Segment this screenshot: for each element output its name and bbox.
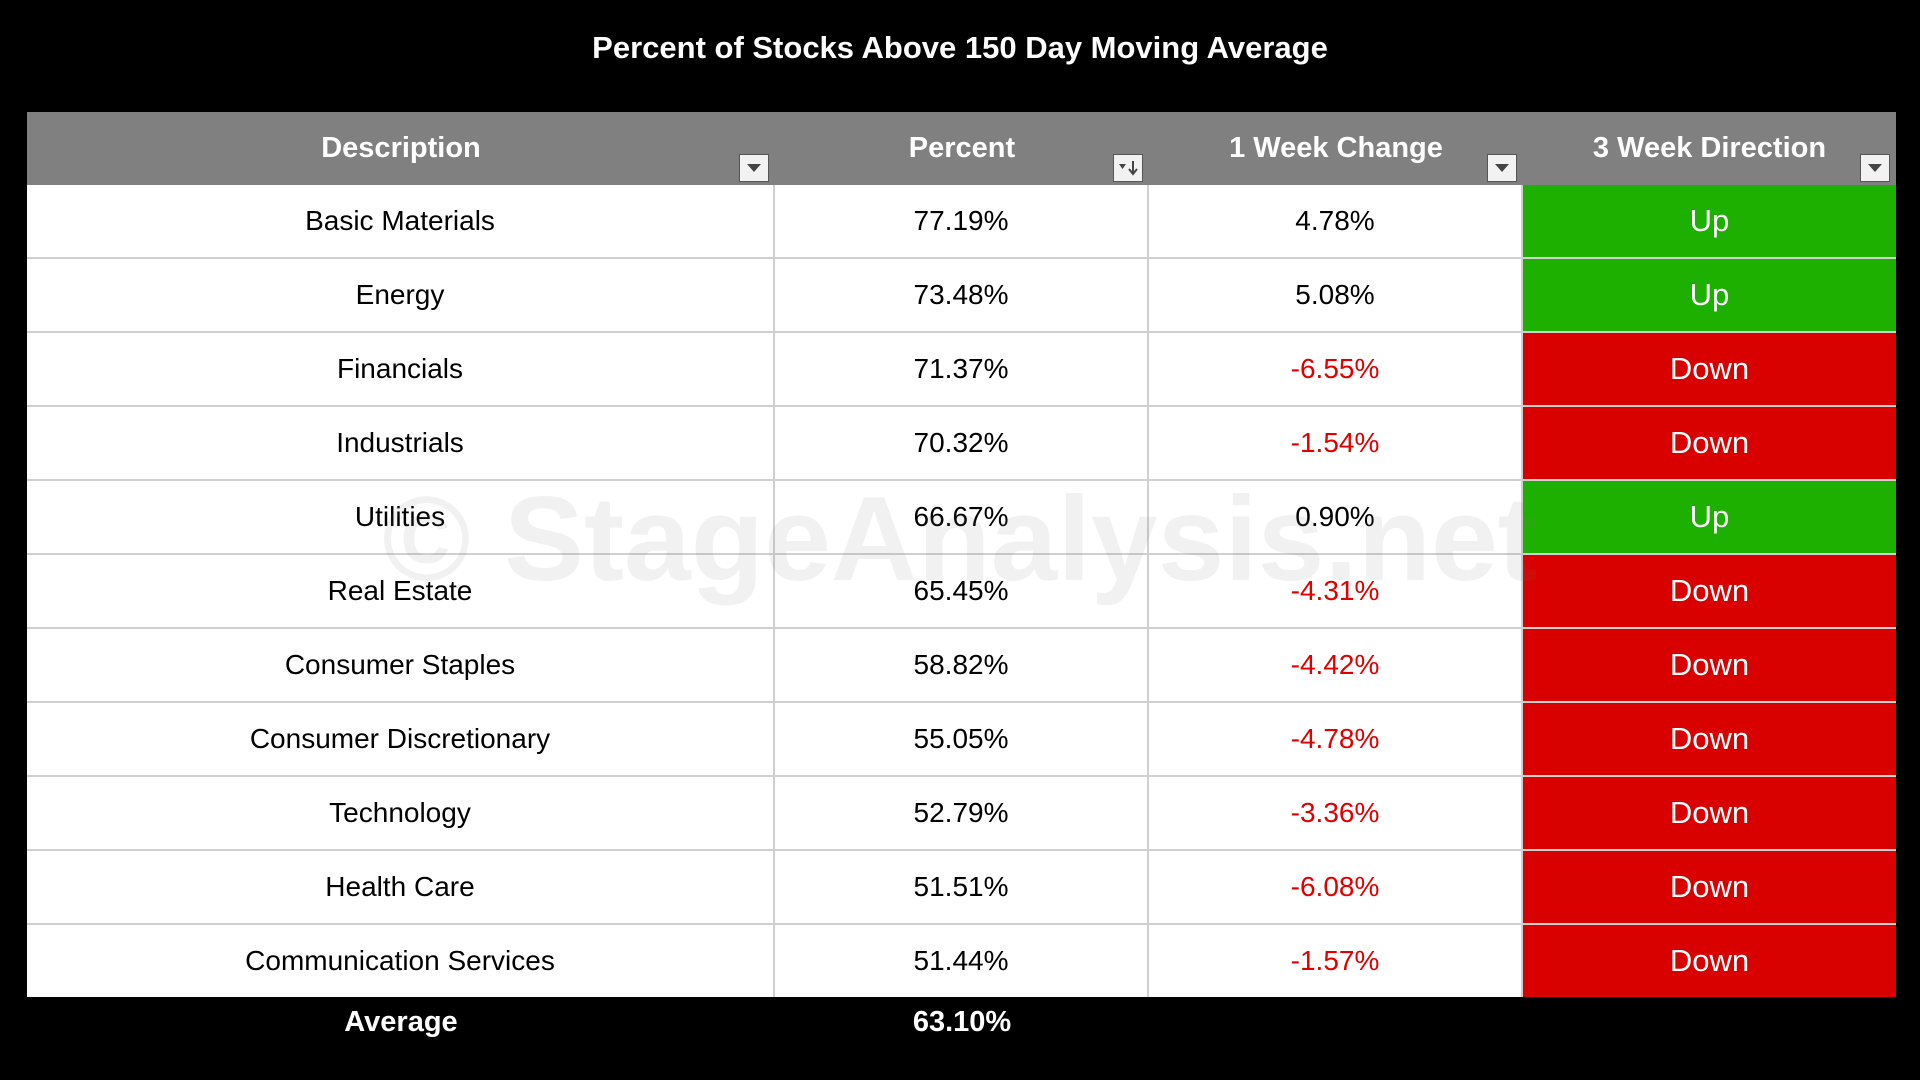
table-body: Basic Materials 77.19% 4.78% Up Energy 73.48%… <box>27 185 1896 997</box>
description-cell: Energy <box>27 259 775 331</box>
table-row: Real Estate 65.45% -4.31% Down <box>27 553 1896 627</box>
direction-cell: Down <box>1523 333 1896 405</box>
percent-cell: 77.19% <box>775 185 1149 257</box>
direction-cell: Down <box>1523 851 1896 923</box>
percent-cell: 51.44% <box>775 925 1149 997</box>
direction-cell: Down <box>1523 407 1896 479</box>
week-change-cell: -4.42% <box>1149 629 1523 701</box>
percent-cell: 71.37% <box>775 333 1149 405</box>
table-row: Technology 52.79% -3.36% Down <box>27 775 1896 849</box>
direction-cell: Down <box>1523 629 1896 701</box>
filter-dropdown-icon[interactable] <box>1860 154 1890 182</box>
direction-cell: Down <box>1523 555 1896 627</box>
description-cell: Utilities <box>27 481 775 553</box>
table-row: Basic Materials 77.19% 4.78% Up <box>27 185 1896 257</box>
header-direction-label: 3 Week Direction <box>1592 132 1827 164</box>
header-description: Description <box>27 112 775 185</box>
week-change-cell: -1.54% <box>1149 407 1523 479</box>
chart-title: Percent of Stocks Above 150 Day Moving A… <box>592 30 1328 65</box>
percent-cell: 52.79% <box>775 777 1149 849</box>
table-row: Industrials 70.32% -1.54% Down <box>27 405 1896 479</box>
table-header: Description Percent 1 Week Change 3 Week… <box>27 112 1896 185</box>
header-direction: 3 Week Direction <box>1523 112 1896 185</box>
table-row: Health Care 51.51% -6.08% Down <box>27 849 1896 923</box>
direction-cell: Up <box>1523 185 1896 257</box>
header-percent: Percent <box>775 112 1149 185</box>
filter-dropdown-icon[interactable] <box>739 154 769 182</box>
average-percent: 63.10% <box>912 1005 1012 1038</box>
week-change-cell: -6.55% <box>1149 333 1523 405</box>
description-cell: Health Care <box>27 851 775 923</box>
direction-cell: Up <box>1523 259 1896 331</box>
description-cell: Basic Materials <box>27 185 775 257</box>
description-cell: Real Estate <box>27 555 775 627</box>
description-cell: Communication Services <box>27 925 775 997</box>
description-cell: Financials <box>27 333 775 405</box>
table-row: Consumer Staples 58.82% -4.42% Down <box>27 627 1896 701</box>
data-table: Description Percent 1 Week Change 3 Week… <box>27 112 1896 997</box>
percent-cell: 70.32% <box>775 407 1149 479</box>
week-change-cell: -6.08% <box>1149 851 1523 923</box>
header-percent-label: Percent <box>908 132 1016 164</box>
description-cell: Industrials <box>27 407 775 479</box>
description-cell: Technology <box>27 777 775 849</box>
direction-cell: Down <box>1523 703 1896 775</box>
week-change-cell: -4.78% <box>1149 703 1523 775</box>
week-change-cell: 0.90% <box>1149 481 1523 553</box>
week-change-cell: -4.31% <box>1149 555 1523 627</box>
description-cell: Consumer Discretionary <box>27 703 775 775</box>
direction-cell: Down <box>1523 925 1896 997</box>
table-row: Utilities 66.67% 0.90% Up <box>27 479 1896 553</box>
percent-cell: 55.05% <box>775 703 1149 775</box>
table-row: Financials 71.37% -6.55% Down <box>27 331 1896 405</box>
direction-cell: Down <box>1523 777 1896 849</box>
average-label: Average <box>344 1005 458 1038</box>
week-change-cell: 5.08% <box>1149 259 1523 331</box>
header-week-change-label: 1 Week Change <box>1229 132 1443 164</box>
average-row: Average 63.10% <box>27 990 1896 1054</box>
percent-cell: 51.51% <box>775 851 1149 923</box>
filter-dropdown-icon[interactable] <box>1487 154 1517 182</box>
direction-cell: Up <box>1523 481 1896 553</box>
table-row: Communication Services 51.44% -1.57% Down <box>27 923 1896 997</box>
week-change-cell: 4.78% <box>1149 185 1523 257</box>
description-cell: Consumer Staples <box>27 629 775 701</box>
week-change-cell: -3.36% <box>1149 777 1523 849</box>
week-change-cell: -1.57% <box>1149 925 1523 997</box>
sort-descending-icon[interactable] <box>1113 154 1143 182</box>
percent-cell: 58.82% <box>775 629 1149 701</box>
table-row: Energy 73.48% 5.08% Up <box>27 257 1896 331</box>
header-description-label: Description <box>321 132 481 164</box>
header-week-change: 1 Week Change <box>1149 112 1523 185</box>
table-row: Consumer Discretionary 55.05% -4.78% Down <box>27 701 1896 775</box>
percent-cell: 66.67% <box>775 481 1149 553</box>
percent-cell: 65.45% <box>775 555 1149 627</box>
percent-cell: 73.48% <box>775 259 1149 331</box>
